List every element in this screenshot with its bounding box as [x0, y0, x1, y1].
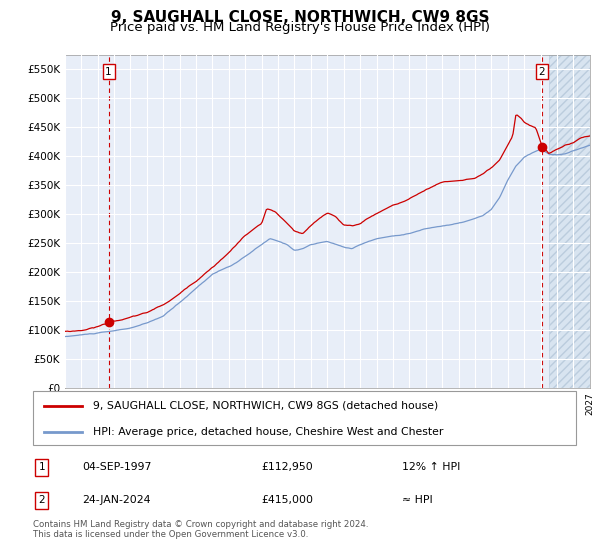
Text: 1: 1	[38, 463, 45, 473]
Text: 04-SEP-1997: 04-SEP-1997	[82, 463, 151, 473]
Text: £112,950: £112,950	[261, 463, 313, 473]
Text: Contains HM Land Registry data © Crown copyright and database right 2024.
This d: Contains HM Land Registry data © Crown c…	[33, 520, 368, 539]
Text: ≈ HPI: ≈ HPI	[402, 496, 433, 506]
Text: Price paid vs. HM Land Registry's House Price Index (HPI): Price paid vs. HM Land Registry's House …	[110, 21, 490, 34]
Text: £415,000: £415,000	[261, 496, 313, 506]
Text: 24-JAN-2024: 24-JAN-2024	[82, 496, 151, 506]
Text: 9, SAUGHALL CLOSE, NORTHWICH, CW9 8GS (detached house): 9, SAUGHALL CLOSE, NORTHWICH, CW9 8GS (d…	[93, 400, 438, 410]
Text: HPI: Average price, detached house, Cheshire West and Chester: HPI: Average price, detached house, Ches…	[93, 427, 443, 437]
Text: 2: 2	[38, 496, 45, 506]
Text: 2: 2	[538, 67, 545, 77]
Text: 9, SAUGHALL CLOSE, NORTHWICH, CW9 8GS: 9, SAUGHALL CLOSE, NORTHWICH, CW9 8GS	[111, 10, 489, 25]
FancyBboxPatch shape	[33, 391, 576, 445]
Text: 12% ↑ HPI: 12% ↑ HPI	[402, 463, 461, 473]
Text: 1: 1	[105, 67, 112, 77]
